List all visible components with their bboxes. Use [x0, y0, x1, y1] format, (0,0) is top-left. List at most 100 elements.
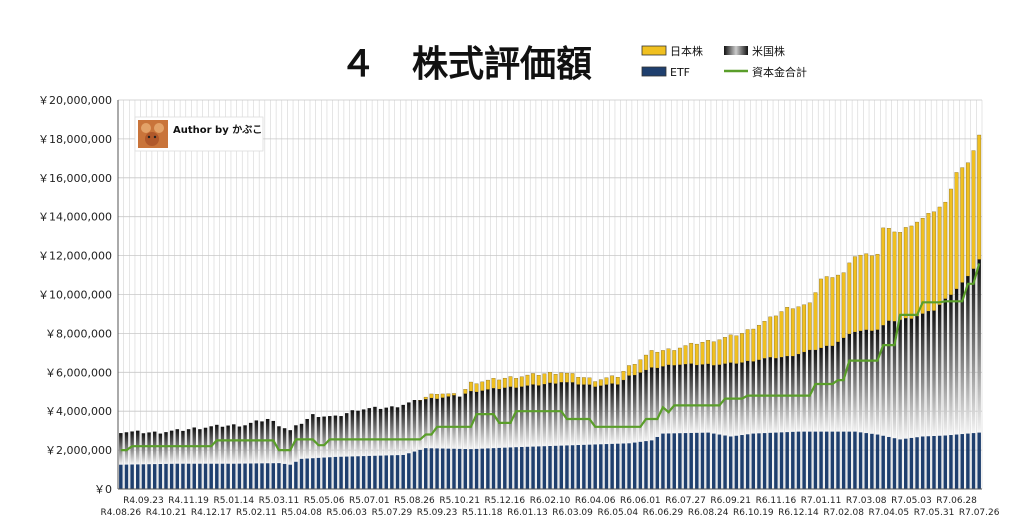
bar-us-stock: [830, 345, 835, 432]
bar-stack: [875, 253, 880, 489]
bar-us-stock: [361, 409, 366, 457]
bar-us-stock: [824, 345, 829, 432]
bar-japan-stock: [632, 364, 637, 376]
bar-etf: [361, 456, 366, 489]
bar-japan-stock: [452, 393, 456, 396]
bar-japan-stock: [627, 365, 631, 376]
x-tick-label: R4.11.19: [168, 496, 209, 506]
bar-etf: [836, 431, 840, 489]
bar-etf: [282, 463, 287, 489]
bar-stack: [700, 342, 705, 489]
x-tick-label: R6.08.24: [688, 508, 729, 518]
bar-stack: [790, 308, 795, 489]
bar-etf: [695, 432, 699, 489]
bar-us-stock: [299, 423, 304, 459]
x-tick-label: R6.05.04: [597, 508, 638, 518]
bar-us-stock: [638, 372, 643, 442]
bar-stack: [429, 393, 434, 489]
bar-stack: [226, 425, 230, 489]
bar-etf: [717, 434, 722, 489]
bar-us-stock: [870, 330, 874, 434]
bar-etf: [768, 432, 772, 489]
bar-stack: [864, 253, 869, 489]
bar-us-stock: [542, 384, 547, 447]
bar-us-stock: [559, 382, 564, 446]
bar-etf: [971, 433, 976, 489]
bar-us-stock: [407, 402, 411, 454]
bar-etf: [734, 435, 739, 489]
bar-japan-stock: [785, 306, 790, 357]
bar-us-stock: [875, 329, 880, 435]
bar-stack: [655, 351, 660, 489]
bar-us-stock: [937, 304, 942, 436]
legend-swatch-us-stock: [724, 46, 748, 55]
bar-japan-stock: [610, 375, 615, 384]
bar-japan-stock: [728, 334, 733, 363]
bar-etf: [881, 435, 885, 489]
bar-us-stock: [491, 388, 496, 449]
bar-japan-stock: [757, 324, 761, 361]
bar-us-stock: [717, 364, 722, 435]
bar-stack: [807, 302, 812, 489]
bar-japan-stock: [480, 381, 485, 391]
bar-stack: [469, 381, 473, 489]
x-axis-ticks: R4.08.26 R4.10.21 R4.12.17 R5.02.11 R5.04.08…: [101, 496, 1000, 518]
bar-stack: [847, 262, 852, 489]
bar-us-stock: [678, 364, 682, 434]
bar-etf: [576, 445, 580, 489]
bar-stack: [559, 372, 564, 489]
bar-etf: [158, 464, 163, 489]
bar-stack: [903, 227, 908, 489]
bar-etf: [813, 431, 818, 489]
bar-etf: [700, 432, 705, 489]
bar-etf: [390, 455, 394, 489]
bar-stack: [531, 373, 535, 489]
bar-etf: [740, 435, 744, 489]
bar-stack: [277, 426, 281, 489]
bar-stack: [796, 306, 801, 489]
bar-us-stock: [700, 364, 705, 433]
x-tick-label: R6.07.27: [665, 496, 706, 506]
bar-us-stock: [864, 329, 868, 434]
bar-us-stock: [734, 363, 739, 436]
bar-stack: [892, 231, 897, 489]
bar-stack: [175, 429, 180, 489]
x-tick-label: R6.04.06: [575, 496, 616, 506]
bar-etf: [265, 463, 270, 489]
bar-stack: [785, 306, 790, 489]
bar-japan-stock: [819, 278, 823, 349]
bar-japan-stock: [536, 375, 541, 386]
bar-etf: [440, 448, 445, 489]
bar-stack: [548, 372, 552, 489]
bar-us-stock: [152, 431, 157, 465]
bar-stack: [858, 254, 863, 489]
bar-etf: [785, 432, 789, 489]
bar-etf: [683, 433, 688, 489]
bar-etf: [943, 435, 948, 489]
bar-us-stock: [486, 389, 490, 449]
bar-us-stock: [514, 387, 518, 448]
bar-us-stock: [367, 408, 372, 456]
bar-japan-stock: [661, 350, 665, 367]
bar-japan-stock: [898, 232, 903, 320]
bar-stack: [316, 417, 321, 489]
bar-japan-stock: [491, 378, 496, 389]
x-tick-label: R5.09.23: [417, 508, 458, 518]
bar-us-stock: [627, 375, 631, 444]
bar-etf: [977, 432, 981, 489]
bar-etf: [175, 463, 180, 489]
bar-stack: [621, 371, 626, 489]
bar-etf: [536, 446, 541, 489]
bar-etf: [124, 464, 129, 489]
legend-label-japan-stock: 日本株: [670, 44, 703, 58]
bar-us-stock: [119, 433, 123, 465]
bar-japan-stock: [615, 377, 620, 385]
x-tick-label: R7.02.08: [823, 508, 864, 518]
bar-etf: [384, 455, 388, 489]
bar-us-stock: [350, 410, 355, 457]
bar-etf: [344, 456, 349, 489]
x-tick-label: R5.05.06: [304, 496, 345, 506]
bar-us-stock: [841, 337, 846, 432]
bar-etf: [548, 446, 552, 489]
bar-us-stock: [819, 347, 823, 432]
